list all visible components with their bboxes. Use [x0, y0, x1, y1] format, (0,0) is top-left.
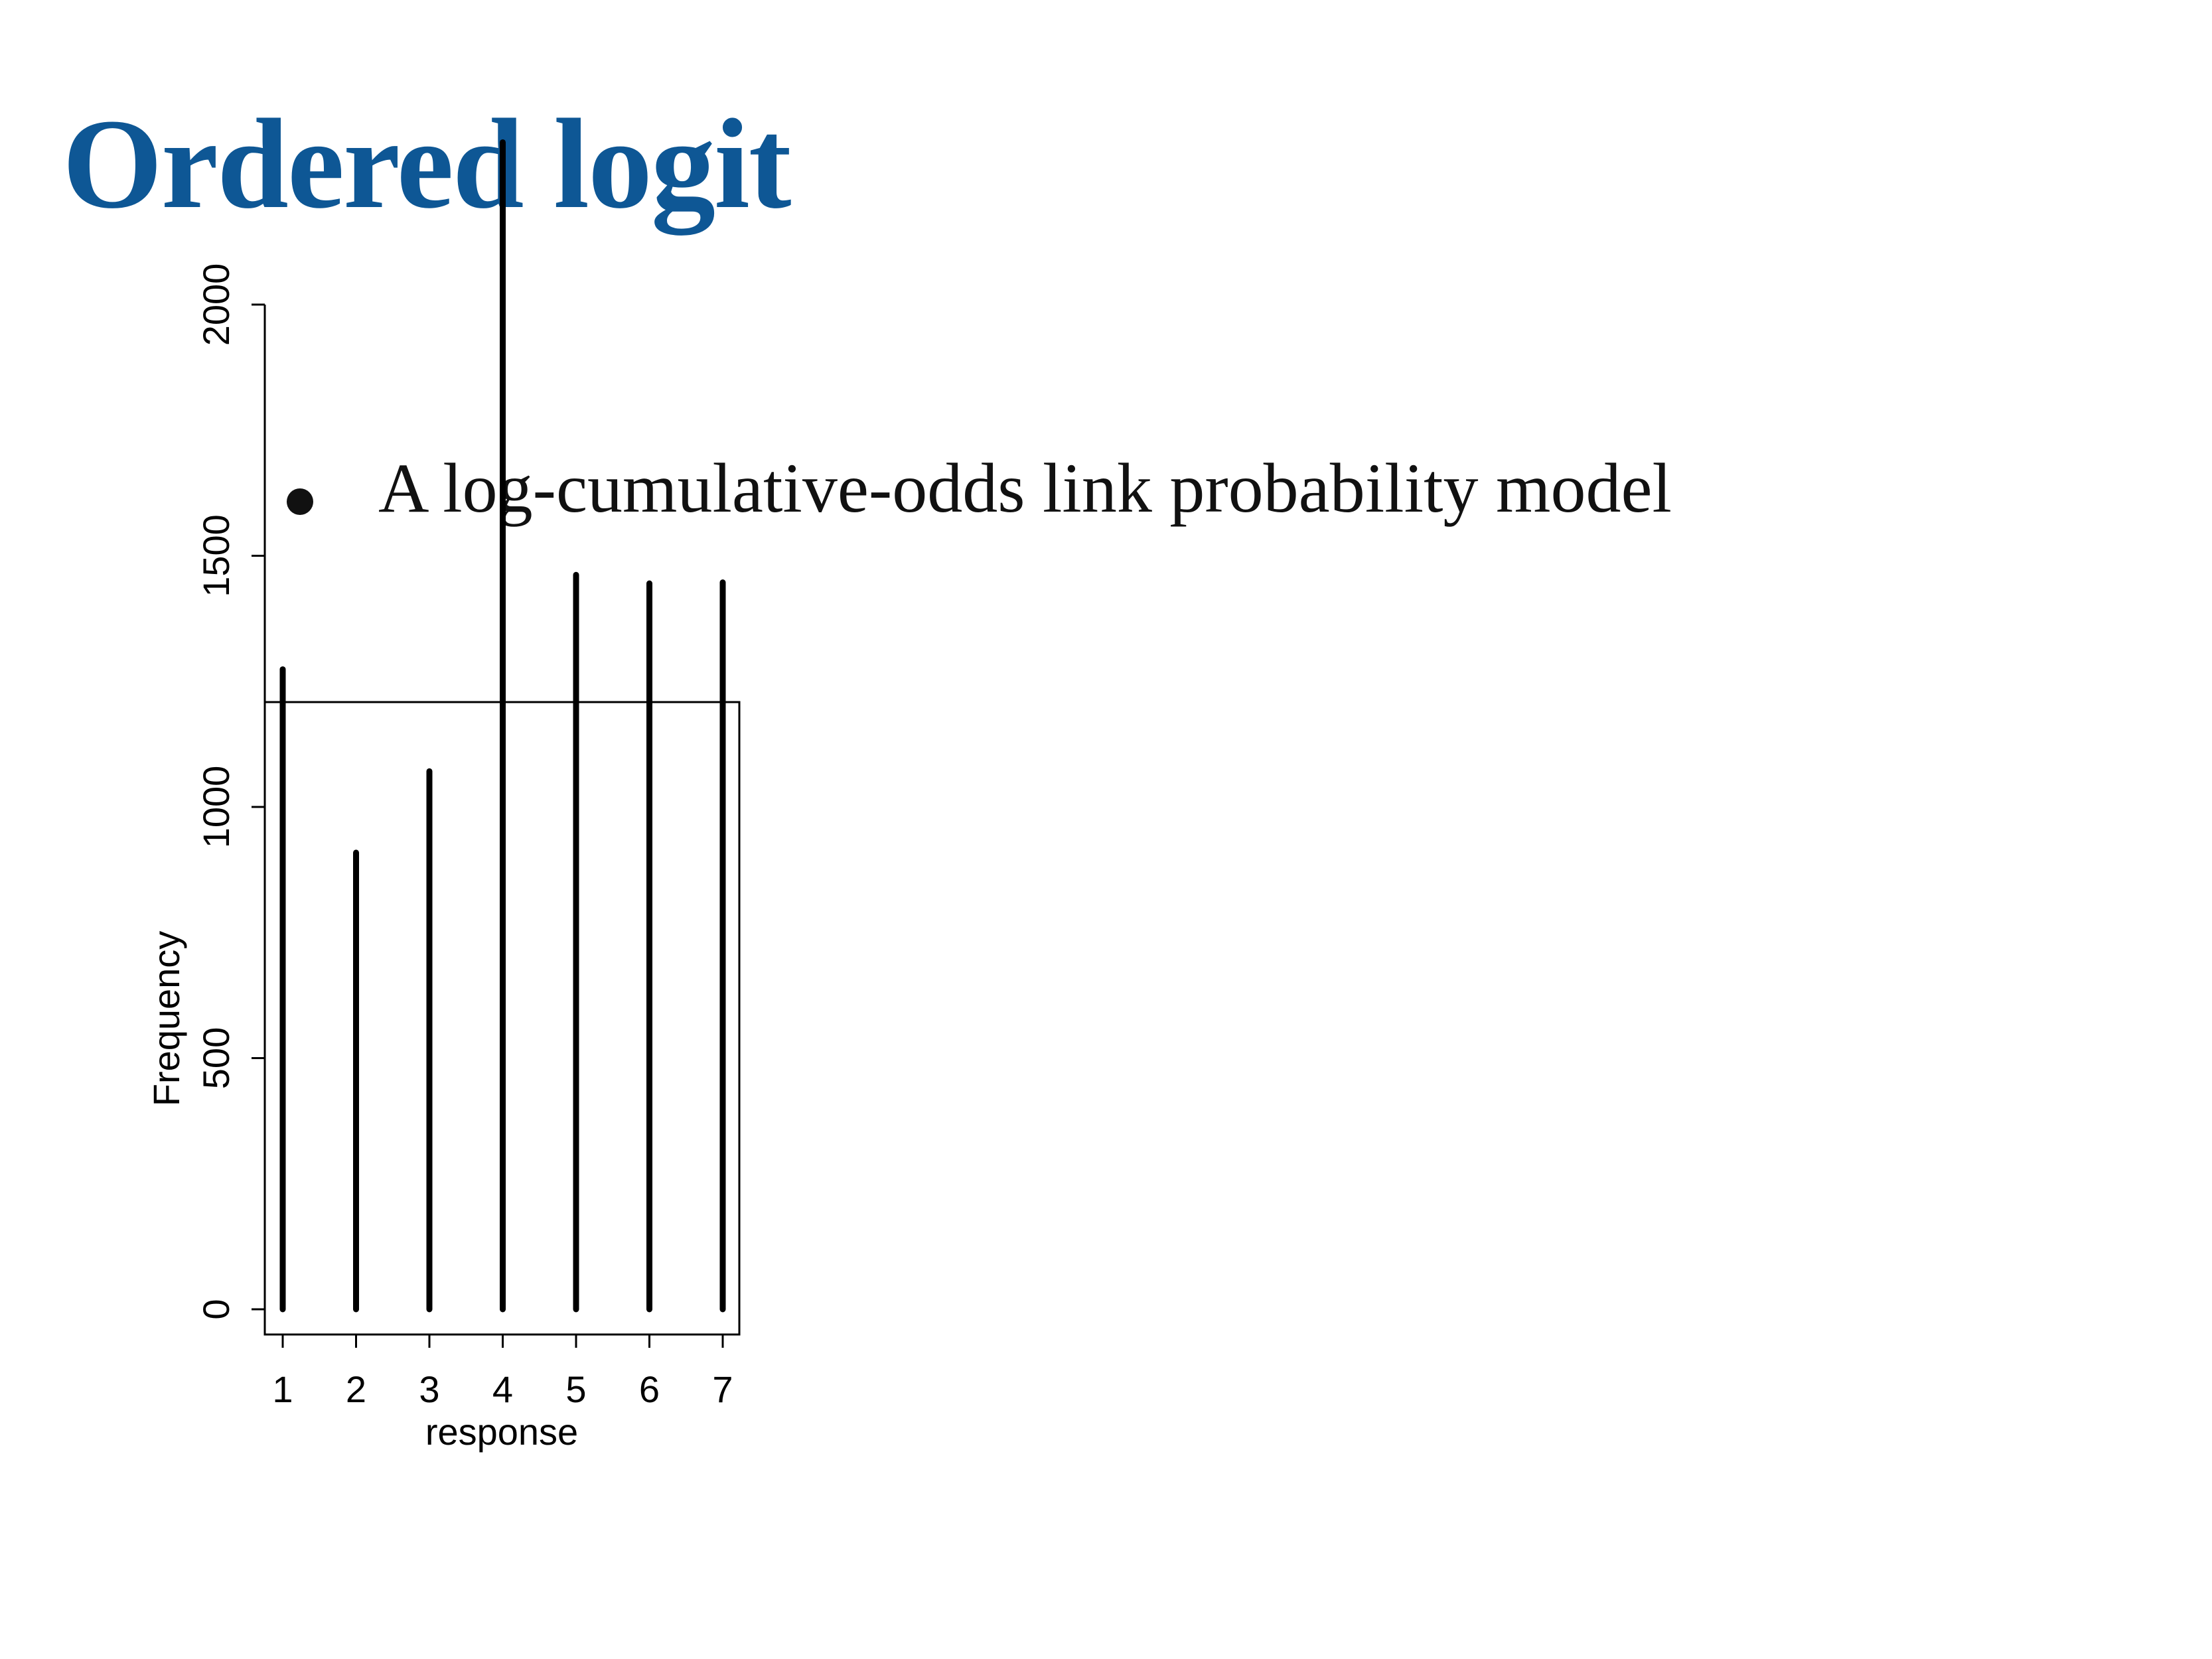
- frequency-chart: 1 2 3 4 5 6 7 0 500 1000 1500 2000 response Freque…: [145, 139, 741, 1453]
- y-tick-label-1000: 1000: [195, 766, 237, 849]
- x-tick-label-3: 3: [419, 1368, 439, 1410]
- y-tick-label-500: 500: [195, 1027, 237, 1089]
- x-axis-label: response: [425, 1411, 578, 1453]
- y-axis-label: Frequency: [145, 931, 187, 1107]
- bullet-dot-icon: [287, 488, 313, 515]
- x-tick-label-5: 5: [565, 1368, 586, 1410]
- bullet-list: A log-cumulative-odds link probability m…: [279, 449, 1672, 528]
- x-tick-label-6: 6: [639, 1368, 660, 1410]
- y-axis: 0 500 1000 1500 2000: [195, 263, 266, 1320]
- x-tick-label-2: 2: [346, 1368, 366, 1410]
- y-tick-label-2000: 2000: [195, 263, 237, 346]
- slide-title: Ordered logit: [62, 92, 792, 235]
- x-tick-label-7: 7: [712, 1368, 733, 1410]
- bullet-item: A log-cumulative-odds link probability m…: [279, 449, 1672, 528]
- y-tick-label-0: 0: [195, 1299, 237, 1319]
- y-tick-label-1500: 1500: [195, 514, 237, 597]
- bullet-text: A log-cumulative-odds link probability m…: [378, 449, 1672, 527]
- x-tick-label-4: 4: [492, 1368, 513, 1410]
- x-tick-label-1: 1: [272, 1368, 293, 1410]
- bar-group: [279, 139, 726, 1313]
- x-axis: 1 2 3 4 5 6 7: [272, 1333, 733, 1410]
